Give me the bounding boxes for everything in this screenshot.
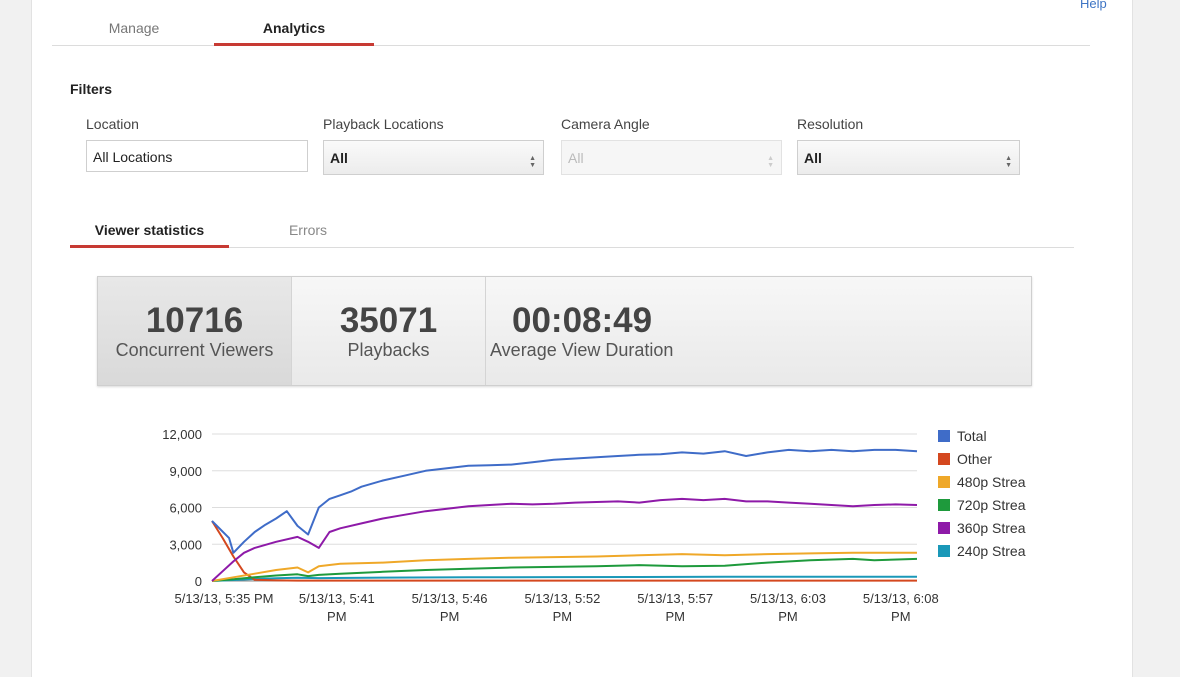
legend-label: 240p Strea [957,543,1026,559]
tab-errors[interactable]: Errors [288,222,328,238]
filters-title: Filters [70,81,113,97]
chevron-down-icon: ▲ ▼ [767,155,774,169]
stat-concurrent-viewers[interactable]: 10716 Concurrent Viewers [98,277,292,385]
x-tick-label: 5/13/13, 5:52 PM [524,591,600,624]
stat-value: 00:08:49 [512,301,653,340]
stat-label: Playbacks [347,340,430,360]
camera-angle-value: All [568,150,584,166]
location-label: Location [86,116,139,132]
legend-swatch [938,430,950,442]
chevron-down-icon: ▲ ▼ [1005,155,1012,169]
tab-viewer-statistics[interactable]: Viewer statistics [70,222,229,248]
legend-label: 720p Strea [957,497,1026,513]
stat-label: Average View Duration [490,340,674,360]
legend-label: Other [957,451,992,467]
viewer-chart: 12,000 9,000 6,000 3,000 0 5/13/13, 5:35 PM 5/… [162,427,1026,624]
resolution-select[interactable]: All ▲ ▼ [797,140,1020,175]
stat-label: Concurrent Viewers [115,340,274,360]
series-line-other [211,520,917,582]
top-tabs: Manage Analytics [52,0,1090,46]
stat-playbacks[interactable]: 35071 Playbacks [292,277,486,385]
series-line-480p-strea [211,551,917,582]
tab-analytics[interactable]: Analytics [214,20,374,46]
series-line-720p-strea [211,557,918,582]
x-tick-label: 5/13/13, 6:03 PM [750,591,826,624]
x-tick-label: 5/13/13, 6:08 PM [863,591,939,624]
y-tick-label: 6,000 [169,501,202,516]
legend-label: 360p Strea [957,520,1026,536]
location-input[interactable]: All Locations [86,140,308,172]
legend-swatch [938,453,950,465]
series-line-total [211,448,918,554]
playback-locations-select[interactable]: All ▲ ▼ [323,140,544,175]
chevron-down-icon: ▲ ▼ [529,155,536,169]
stats-bar: 10716 Concurrent Viewers 35071 Playbacks… [97,276,1032,386]
y-tick-label: 3,000 [169,537,202,552]
resolution-label: Resolution [797,116,864,132]
help-link[interactable]: Help [1080,0,1107,11]
camera-angle-label: Camera Angle [561,116,650,132]
stat-value: 10716 [145,301,244,340]
tab-manage[interactable]: Manage [108,20,160,36]
sub-tabs: Viewer statistics Errors [70,218,1074,248]
stat-average-view-duration[interactable]: 00:08:49 Average View Duration [486,277,1032,385]
location-input-value: All Locations [93,149,173,165]
camera-angle-select: All ▲ ▼ [561,140,782,175]
stat-value: 35071 [339,301,438,340]
resolution-value: All [804,150,822,166]
y-tick-label: 0 [195,574,202,589]
legend-swatch [938,522,950,534]
series-line-360p-strea [211,497,918,582]
legend-label: 480p Strea [957,474,1026,490]
x-tick-label: 5/13/13, 5:57 PM [637,591,713,624]
y-tick-label: 9,000 [169,464,202,479]
legend-swatch [938,499,950,511]
playback-locations-label: Playback Locations [323,116,444,132]
legend-swatch [938,476,950,488]
legend-swatch [938,545,950,557]
x-tick-label: 5/13/13, 5:41 PM [299,591,375,624]
legend-label: Total [957,428,987,444]
x-tick-label: 5/13/13, 5:46 PM [412,591,488,624]
y-tick-label: 12,000 [162,427,202,442]
x-tick-label: 5/13/13, 5:35 PM [174,591,273,606]
playback-locations-value: All [330,150,348,166]
